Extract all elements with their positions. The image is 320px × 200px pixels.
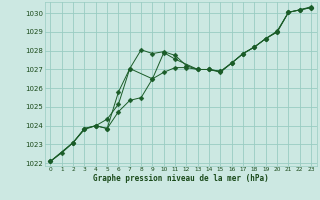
- X-axis label: Graphe pression niveau de la mer (hPa): Graphe pression niveau de la mer (hPa): [93, 174, 269, 183]
